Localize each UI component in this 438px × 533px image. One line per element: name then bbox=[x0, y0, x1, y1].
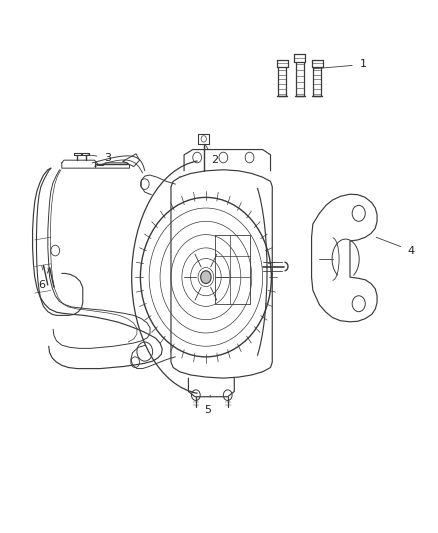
Text: 4: 4 bbox=[407, 246, 415, 255]
Text: 6: 6 bbox=[39, 280, 46, 290]
Circle shape bbox=[201, 271, 211, 284]
Text: 5: 5 bbox=[205, 405, 212, 415]
Text: 1: 1 bbox=[360, 60, 367, 69]
Text: 2: 2 bbox=[211, 155, 218, 165]
Text: 3: 3 bbox=[104, 152, 111, 163]
